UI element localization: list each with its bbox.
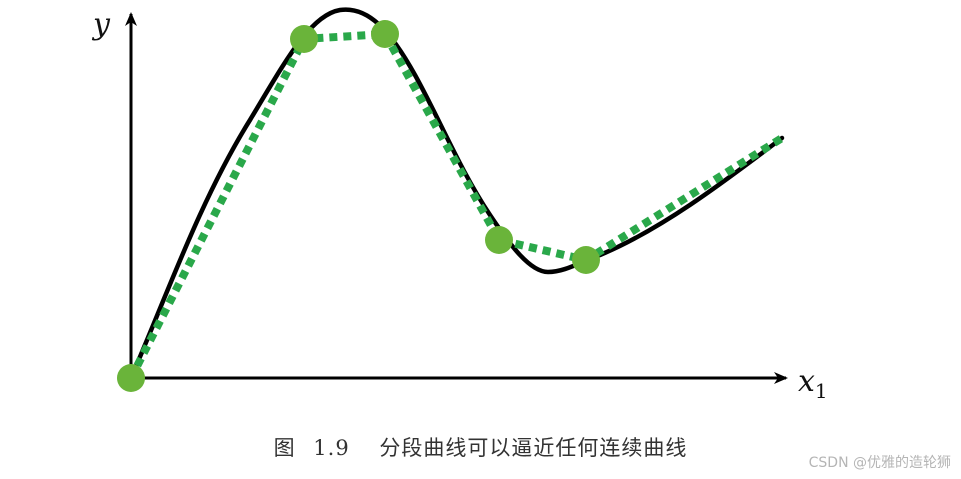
knot-valley-left <box>485 226 513 254</box>
figure-caption: 图 1.9 分段曲线可以逼近任何连续曲线 <box>0 432 961 462</box>
knot-peak-right <box>371 20 399 48</box>
x-axis-label: x1 <box>798 364 828 403</box>
continuous-curve <box>128 7 785 381</box>
knot-peak-left <box>290 25 318 53</box>
watermark: CSDN @优雅的造轮狮 <box>808 455 951 471</box>
caption-label: 图 <box>273 436 296 460</box>
caption-text: 分段曲线可以逼近任何连续曲线 <box>379 436 688 460</box>
caption-number: 1.9 <box>313 436 350 460</box>
knot-origin <box>117 364 145 392</box>
y-axis-label: y <box>91 7 111 42</box>
piecewise-linear-approximation <box>127 29 785 380</box>
x-axis-label-subscript: 1 <box>815 379 828 403</box>
knot-valley-right <box>572 246 600 274</box>
x-axis-label-main: x <box>798 364 815 399</box>
